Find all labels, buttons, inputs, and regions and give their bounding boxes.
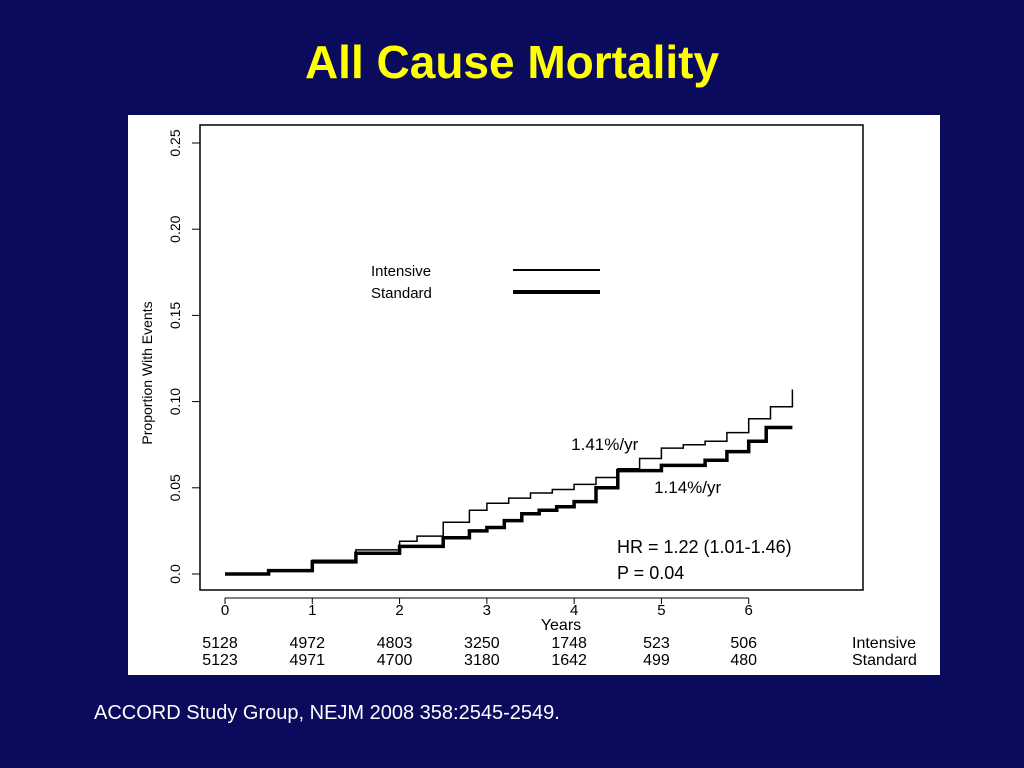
at-risk-cell: 3180 — [464, 652, 500, 669]
at-risk-row-label: Intensive — [852, 635, 916, 652]
x-tick-label: 4 — [570, 602, 578, 619]
series-layer — [225, 389, 794, 576]
chart-panel: 0.0 0.05 0.10 0.15 0.20 0.25 0 1 2 3 4 5 6 Proporti… — [128, 115, 940, 675]
plot-area-frame — [199, 124, 864, 591]
at-risk-row-label: Standard — [852, 652, 917, 669]
legend: Intensive Standard — [371, 263, 600, 302]
y-tick-label: 0.05 — [167, 474, 183, 501]
y-tick-label: 0.10 — [167, 388, 183, 415]
at-risk-cell: 3250 — [464, 635, 500, 652]
at-risk-cell: 4971 — [289, 652, 325, 669]
at-risk-cell: 4972 — [289, 635, 325, 652]
x-axis: 0 1 2 3 4 5 6 — [221, 597, 753, 619]
p-value-text: P = 0.04 — [617, 563, 684, 583]
series-line-standard — [225, 425, 793, 576]
at-risk-cell: 5123 — [202, 652, 238, 669]
at-risk-cell: 4803 — [377, 635, 413, 652]
at-risk-cell: 5128 — [202, 635, 238, 652]
intensive-rate-annotation: 1.41%/yr — [571, 435, 638, 454]
mortality-chart: 0.0 0.05 0.10 0.15 0.20 0.25 0 1 2 3 4 5 6 Proporti… — [139, 124, 917, 669]
hazard-ratio-text: HR = 1.22 (1.01-1.46) — [617, 537, 792, 557]
slide-title: All Cause Mortality — [304, 36, 720, 88]
at-risk-cell: 1642 — [551, 652, 587, 669]
x-tick-label: 1 — [308, 602, 316, 619]
at-risk-table: 5128 4972 4803 3250 1748 523 506 Intensive 5123 4… — [202, 635, 917, 669]
at-risk-cell: 523 — [643, 635, 670, 652]
x-tick-label: 0 — [221, 602, 229, 619]
legend-label-standard: Standard — [371, 285, 432, 302]
y-tick-label: 0.20 — [167, 215, 183, 242]
at-risk-cell: 480 — [730, 652, 757, 669]
at-risk-cell: 1748 — [551, 635, 587, 652]
at-risk-cell: 499 — [643, 652, 670, 669]
legend-label-intensive: Intensive — [371, 263, 431, 280]
y-tick-label: 0.25 — [167, 129, 183, 156]
x-tick-label: 2 — [395, 602, 403, 619]
standard-rate-annotation: 1.14%/yr — [654, 478, 721, 497]
x-tick-label: 5 — [657, 602, 665, 619]
y-axis: 0.0 0.05 0.10 0.15 0.20 0.25 — [167, 129, 200, 584]
citation: ACCORD Study Group, NEJM 2008 358:2545-2… — [94, 702, 560, 724]
y-axis-label: Proportion With Events — [139, 301, 155, 444]
at-risk-cell: 4700 — [377, 652, 413, 669]
at-risk-cell: 506 — [730, 635, 757, 652]
x-tick-label: 3 — [483, 602, 491, 619]
x-axis-label: Years — [541, 617, 581, 634]
y-tick-label: 0.0 — [167, 564, 183, 584]
x-tick-label: 6 — [745, 602, 753, 619]
y-tick-label: 0.15 — [167, 302, 183, 329]
